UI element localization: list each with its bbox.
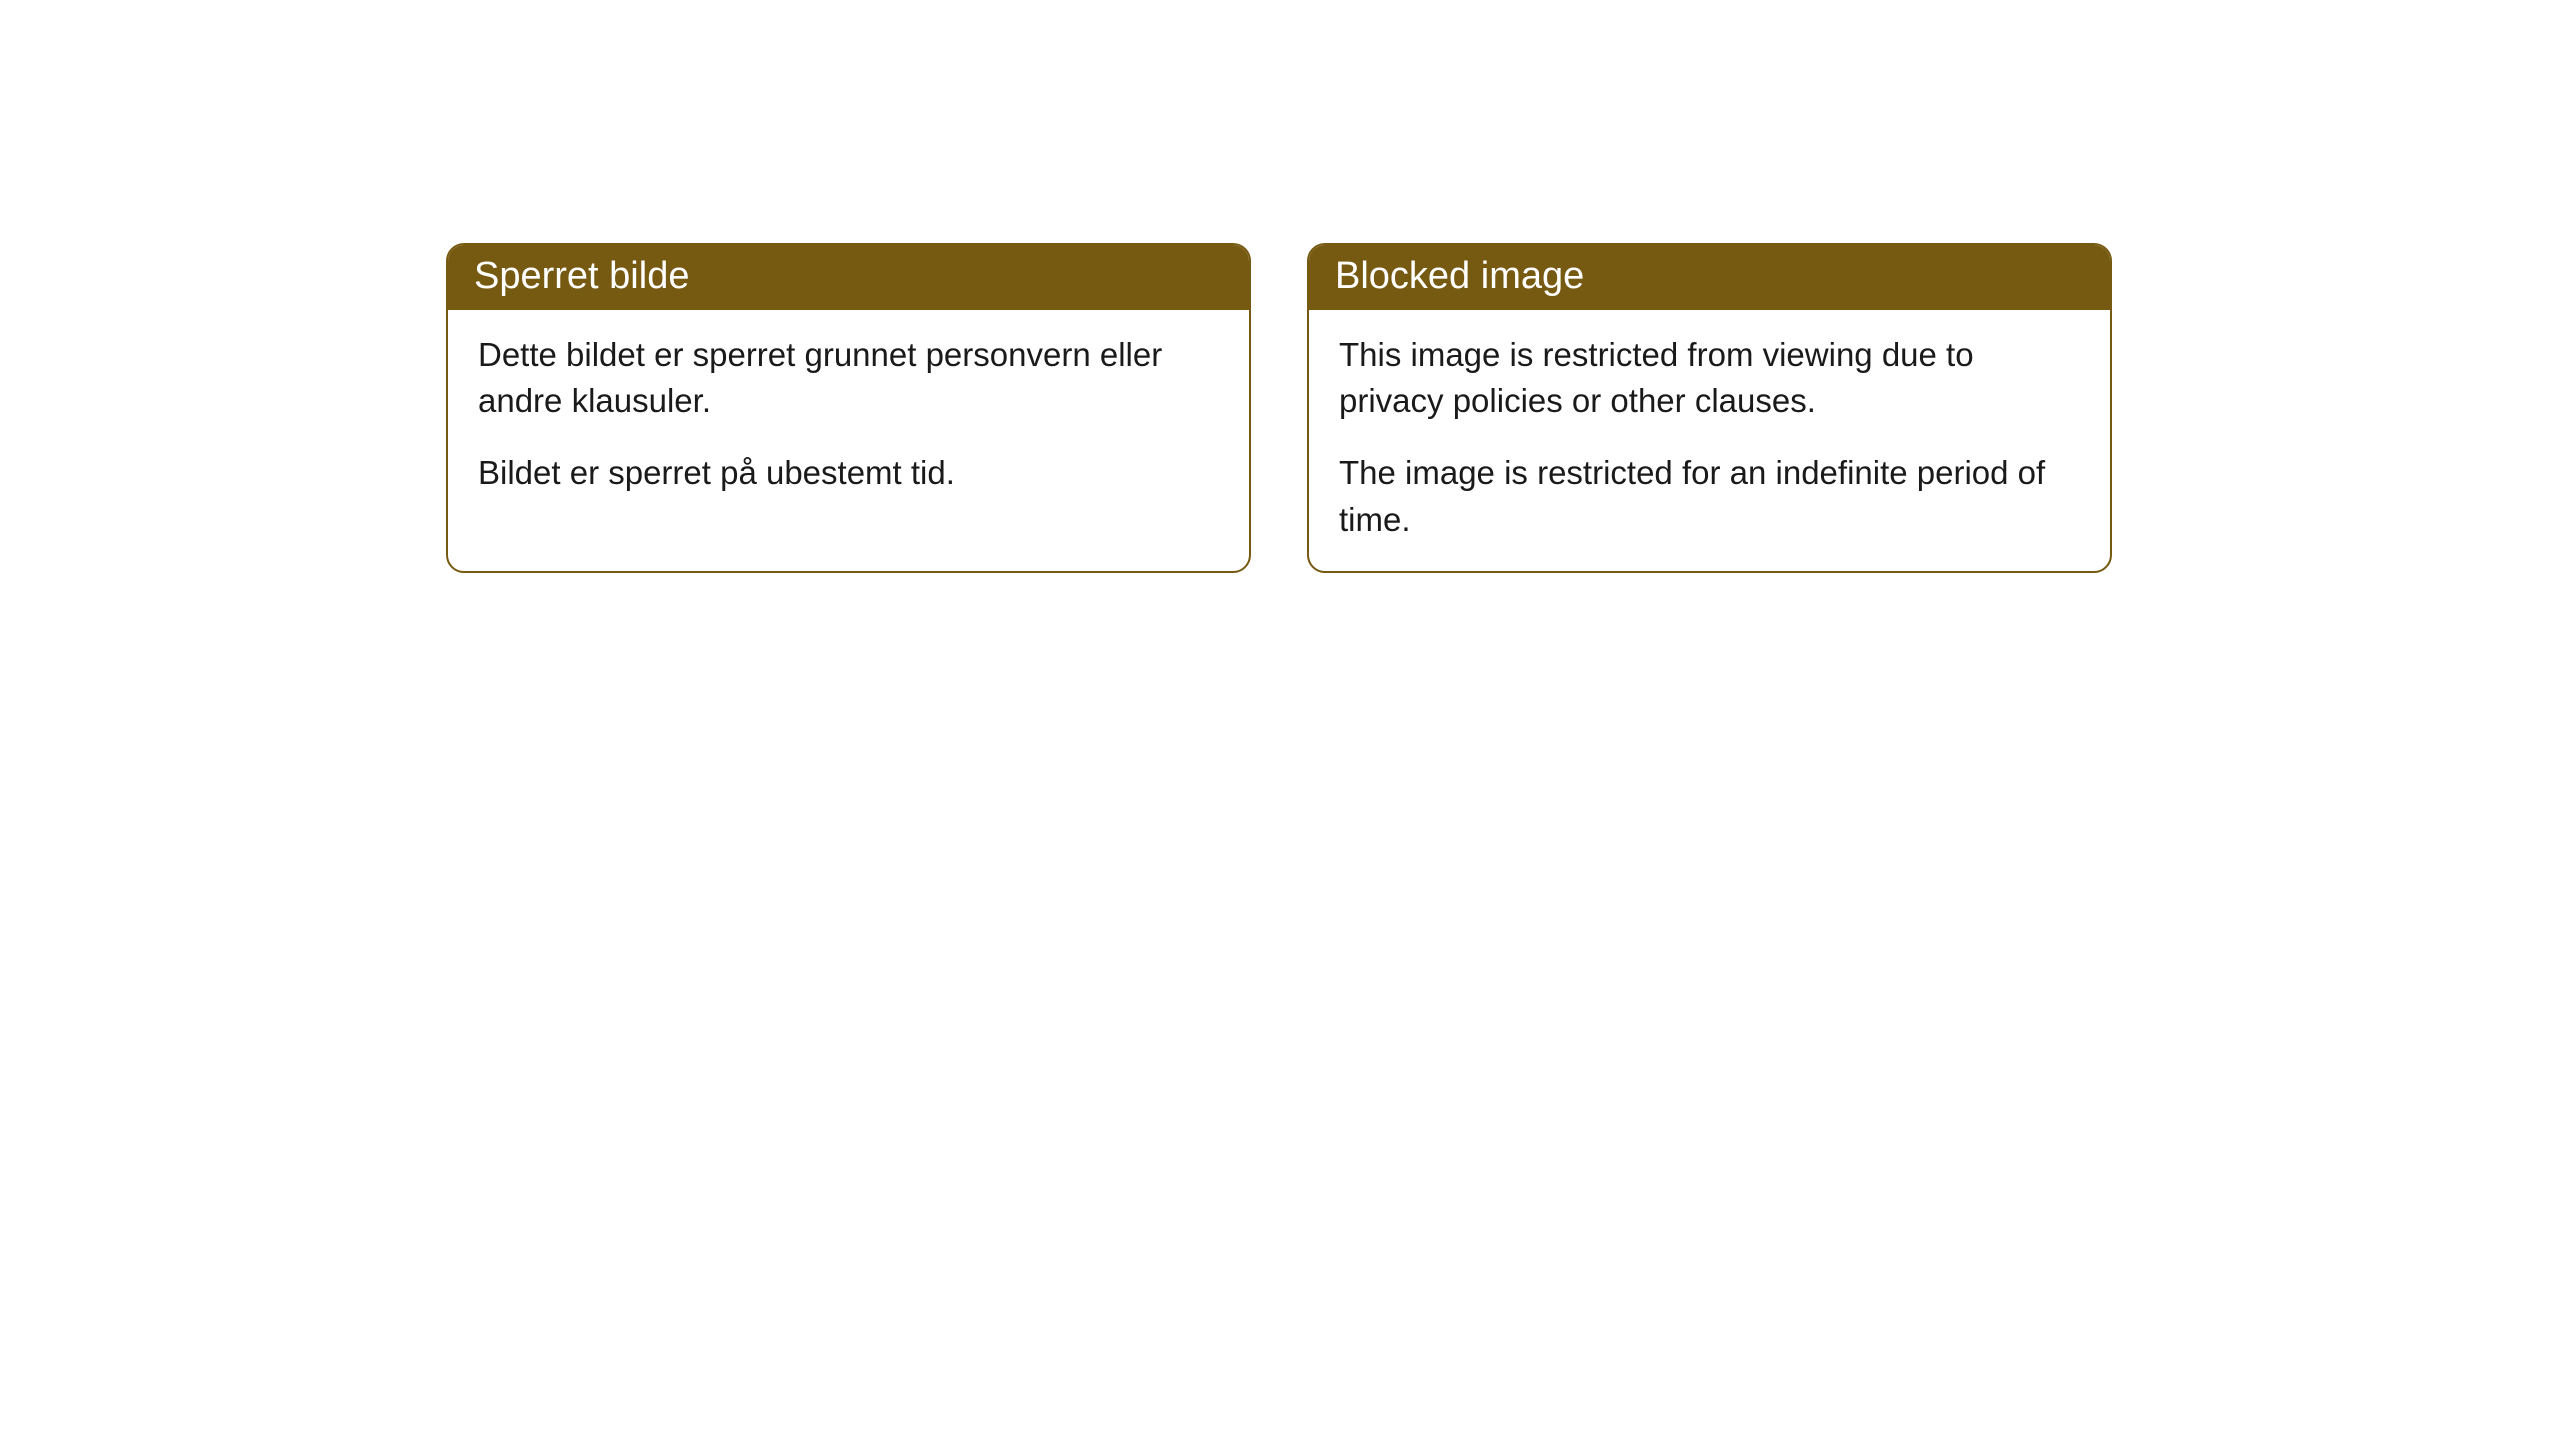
notice-box-english: Blocked image This image is restricted f… (1307, 243, 2112, 573)
notice-header: Sperret bilde (448, 245, 1249, 310)
notice-paragraph: This image is restricted from viewing du… (1339, 332, 2080, 424)
notice-body: Dette bildet er sperret grunnet personve… (448, 310, 1249, 570)
notice-header: Blocked image (1309, 245, 2110, 310)
notice-box-norwegian: Sperret bilde Dette bildet er sperret gr… (446, 243, 1251, 573)
notice-paragraph: Bildet er sperret på ubestemt tid. (478, 450, 1219, 496)
notice-paragraph: Dette bildet er sperret grunnet personve… (478, 332, 1219, 424)
notice-paragraph: The image is restricted for an indefinit… (1339, 450, 2080, 542)
notice-container: Sperret bilde Dette bildet er sperret gr… (0, 0, 2560, 573)
notice-body: This image is restricted from viewing du… (1309, 310, 2110, 571)
